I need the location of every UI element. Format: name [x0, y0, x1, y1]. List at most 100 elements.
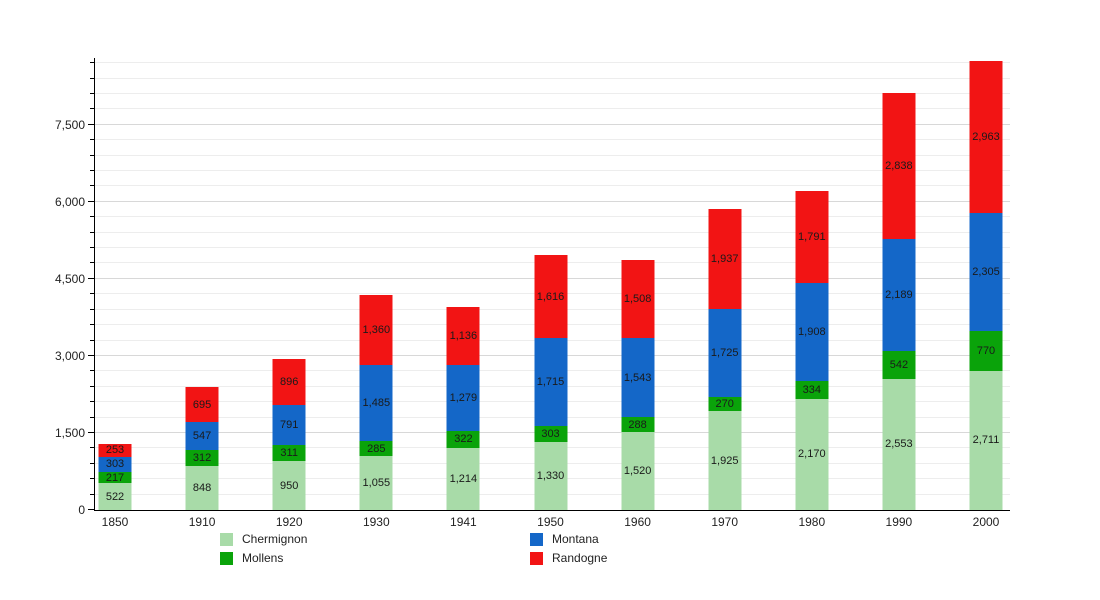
bar-segment-randogne: 1,791 — [795, 191, 829, 284]
segment-value-label: 1,520 — [623, 464, 652, 477]
segment-value-label: 1,616 — [536, 290, 565, 303]
legend-swatch-icon — [220, 551, 233, 565]
y-tick-label: 0 — [78, 503, 85, 517]
bar-segment-chermignon: 522 — [98, 483, 132, 510]
y-axis-tick — [88, 277, 94, 279]
segment-value-label: 950 — [280, 479, 299, 492]
bar-segment-chermignon: 1,214 — [446, 447, 480, 510]
bar-segment-randogne: 1,937 — [708, 209, 742, 309]
x-tick-label: 1910 — [188, 515, 216, 529]
y-tick-label: 4,500 — [54, 271, 85, 286]
bar-1980: 2,170 334 1,908 1,791 — [795, 191, 829, 510]
legend-item-mollens: Mollens — [220, 549, 530, 567]
segment-value-label: 303 — [105, 458, 125, 471]
y-tick-label: 3,000 — [54, 348, 85, 363]
segment-value-label: 791 — [280, 418, 299, 431]
segment-value-label: 2,553 — [885, 438, 913, 451]
segment-value-label: 1,508 — [623, 293, 652, 306]
minor-gridline — [95, 77, 1010, 79]
bar-segment-montana: 1,543 — [621, 337, 655, 418]
segment-value-label: 770 — [976, 344, 996, 357]
bar-segment-montana: 303 — [98, 456, 132, 473]
minor-gridline — [95, 185, 1010, 187]
legend-label: Chermignon — [242, 532, 308, 546]
bar-1960: 1,520 288 1,543 1,508 — [621, 260, 655, 510]
x-tick-label: 1950 — [537, 515, 564, 529]
segment-value-label: 217 — [105, 471, 125, 484]
y-axis-line — [94, 58, 95, 510]
y-axis-tick — [90, 447, 94, 449]
segment-value-label: 2,305 — [972, 266, 1000, 279]
y-axis-tick — [90, 401, 94, 403]
legend-swatch-icon — [530, 532, 543, 546]
y-axis-tick — [90, 324, 94, 326]
bar-segment-mollens: 312 — [185, 450, 219, 467]
y-axis-tick — [90, 139, 94, 141]
segment-value-label: 2,189 — [885, 288, 913, 301]
minor-gridline — [95, 216, 1010, 218]
y-tick-label: 7,500 — [54, 117, 85, 132]
y-axis-tick — [90, 339, 94, 341]
y-tick-label: 1,500 — [54, 425, 85, 440]
y-axis-tick — [90, 62, 94, 64]
segment-value-label: 1,937 — [710, 252, 739, 265]
y-axis-tick — [90, 478, 94, 480]
bar-segment-montana: 2,189 — [882, 238, 916, 352]
segment-value-label: 322 — [454, 433, 473, 446]
segment-value-label: 1,136 — [449, 330, 478, 343]
minor-gridline — [95, 62, 1010, 64]
bar-segment-mollens: 285 — [359, 441, 393, 456]
y-axis-tick — [90, 77, 94, 79]
segment-value-label: 695 — [192, 398, 212, 411]
x-tick-label: 1960 — [624, 515, 651, 529]
segment-value-label: 311 — [280, 447, 298, 460]
x-tick-label: 1920 — [275, 515, 303, 529]
segment-value-label: 303 — [541, 427, 560, 440]
segment-value-label: 1,214 — [449, 472, 478, 485]
y-axis-tick — [90, 92, 94, 94]
segment-value-label: 2,711 — [972, 434, 1000, 447]
x-tick-label: 1980 — [798, 515, 826, 529]
bar-segment-chermignon: 1,925 — [708, 411, 742, 510]
bar-segment-mollens: 542 — [882, 351, 916, 379]
segment-value-label: 270 — [715, 398, 734, 411]
minor-gridline — [95, 170, 1010, 171]
x-tick-label: 1990 — [885, 515, 913, 529]
minor-gridline — [95, 92, 1010, 94]
bar-segment-randogne: 1,360 — [359, 295, 393, 365]
bar-segment-mollens: 770 — [969, 331, 1003, 371]
y-axis-tick — [88, 354, 94, 356]
y-axis-tick — [88, 123, 94, 125]
y-axis-tick — [90, 370, 94, 372]
legend-label: Montana — [552, 532, 599, 546]
segment-value-label: 1,925 — [710, 454, 739, 467]
segment-value-label: 312 — [192, 452, 212, 465]
y-axis-tick — [90, 462, 94, 464]
segment-value-label: 1,360 — [362, 324, 391, 336]
segment-value-label: 1,791 — [798, 231, 826, 244]
y-axis-tick — [90, 385, 94, 387]
bar-segment-mollens: 217 — [98, 471, 132, 484]
segment-value-label: 2,170 — [798, 448, 826, 461]
segment-value-label: 522 — [105, 490, 125, 503]
legend: Chermignon Mollens Montana Randogne — [220, 530, 607, 567]
legend-label: Randogne — [552, 551, 608, 565]
segment-value-label: 334 — [802, 383, 821, 396]
minor-gridline — [95, 247, 1010, 249]
bar-2000: 2,711 770 2,305 2,963 — [969, 60, 1003, 510]
bar-segment-chermignon: 2,553 — [882, 378, 916, 510]
bar-segment-montana: 2,305 — [969, 212, 1003, 332]
bar-segment-montana: 1,908 — [795, 283, 829, 382]
x-tick-label: 1970 — [711, 515, 739, 529]
y-axis-tick — [90, 262, 94, 264]
y-axis-tick — [90, 154, 94, 156]
bar-segment-chermignon: 848 — [185, 466, 219, 510]
bar-segment-chermignon: 1,520 — [621, 431, 655, 510]
major-gridline — [95, 123, 1010, 125]
segment-value-label: 288 — [628, 418, 647, 431]
segment-value-label: 253 — [105, 444, 125, 456]
segment-value-label: 1,908 — [798, 326, 826, 339]
bar-segment-randogne: 1,508 — [621, 260, 655, 338]
bar-1850: 522 217 303 253 — [98, 443, 132, 510]
bar-segment-mollens: 270 — [708, 397, 742, 412]
